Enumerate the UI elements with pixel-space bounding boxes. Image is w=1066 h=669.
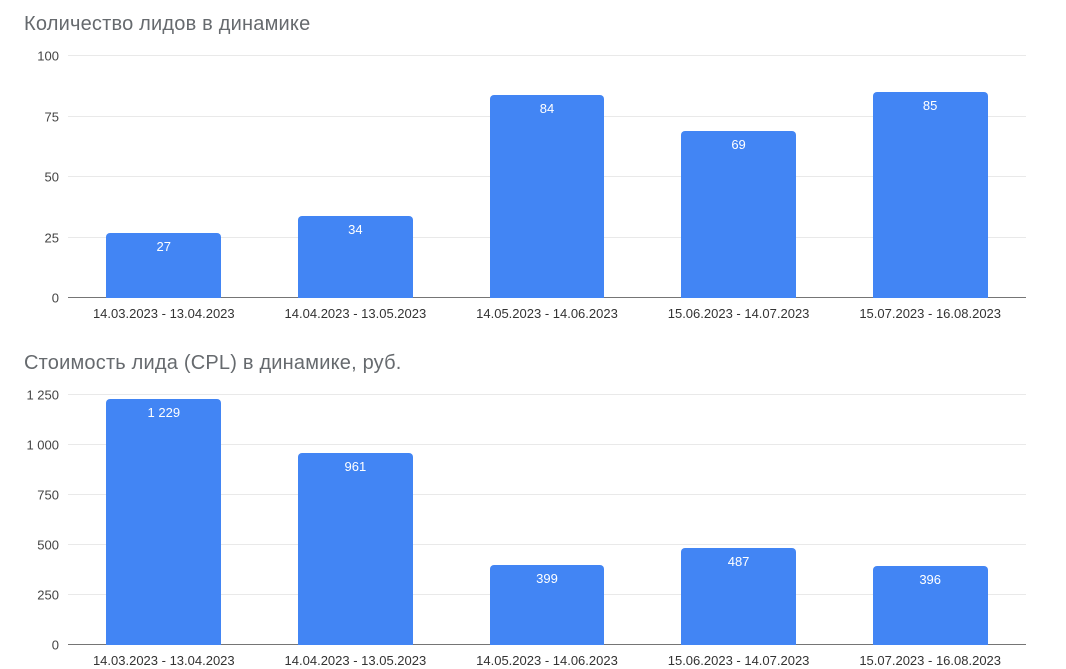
bar[interactable]: 396 [872, 565, 988, 645]
chart-title-cpl: Стоимость лида (CPL) в динамике, руб. [24, 352, 402, 374]
bar-value-label: 69 [731, 137, 746, 153]
bar-value-label: 1 229 [147, 405, 181, 421]
bar-band: 69 [643, 56, 835, 298]
bar-band: 1 229 [68, 395, 260, 645]
bar[interactable]: 1 229 [106, 399, 222, 645]
x-axis-category-label: 15.06.2023 - 14.07.2023 [667, 653, 810, 668]
y-axis-tick-label: 0 [51, 290, 59, 306]
bar-value-label: 396 [919, 571, 942, 587]
plot-area: 1 229 961 399 487 396 [68, 394, 1026, 645]
y-axis-tick-label: 500 [37, 537, 59, 553]
chart-section-leads: Количество лидов в динамике 0 25 50 75 100 27… [24, 12, 1026, 321]
bar-band: 34 [260, 56, 452, 298]
bar-value-label: 487 [727, 553, 750, 569]
y-axis: 0 250 500 750 1 000 1 250 [24, 389, 68, 652]
y-axis-tick-label: 50 [44, 169, 59, 185]
bar-value-label: 961 [344, 458, 367, 474]
chart-body: 0 25 50 75 100 27 34 84 69 85 [24, 50, 1026, 305]
cpl-bar-chart: 0 250 500 750 1 000 1 250 1 229 961 399 487 396 14.… [24, 389, 1026, 668]
bar-band: 85 [834, 56, 1026, 298]
x-axis-category-label: 15.06.2023 - 14.07.2023 [667, 306, 810, 321]
bar-band: 27 [68, 56, 260, 298]
x-axis-category-label: 15.07.2023 - 16.08.2023 [859, 306, 1002, 321]
x-axis-category-label: 14.03.2023 - 13.04.2023 [92, 653, 235, 668]
bar[interactable]: 84 [489, 94, 605, 298]
bar-value-label: 27 [156, 238, 172, 254]
chart-body: 0 250 500 750 1 000 1 250 1 229 961 399 487 396 [24, 389, 1026, 652]
bar-value-label: 399 [536, 571, 558, 587]
bar[interactable]: 399 [489, 565, 605, 645]
x-axis-category-label: 14.05.2023 - 14.06.2023 [476, 653, 618, 668]
x-axis-category-label: 14.04.2023 - 13.05.2023 [284, 653, 427, 668]
gridline [68, 494, 1026, 495]
x-axis: 14.03.2023 - 13.04.2023 14.04.2023 - 13.0… [68, 306, 1026, 321]
gridline [68, 544, 1026, 545]
bars-row: 27 34 84 69 85 [68, 56, 1026, 298]
chart-section-cpl: Стоимость лида (CPL) в динамике, руб. 0 2… [24, 351, 1026, 668]
x-axis-category-label: 14.03.2023 - 13.04.2023 [92, 306, 235, 321]
bar-value-label: 34 [348, 221, 363, 237]
x-axis-category-label: 15.07.2023 - 16.08.2023 [859, 653, 1002, 668]
bar-value-label: 85 [922, 98, 938, 114]
bar[interactable]: 487 [681, 547, 797, 645]
chart-title-leads: Количество лидов в динамике [24, 13, 311, 35]
leads-bar-chart: 0 25 50 75 100 27 34 84 69 85 14.03.2023 - 13.04.2… [24, 50, 1026, 321]
bar[interactable]: 69 [681, 131, 797, 298]
plot-area: 27 34 84 69 85 [68, 55, 1026, 298]
x-axis-category-label: 14.05.2023 - 14.06.2023 [476, 306, 618, 321]
gridline [68, 394, 1026, 395]
bar[interactable]: 27 [106, 232, 222, 298]
bar-band: 84 [451, 56, 643, 298]
bar-band: 399 [451, 395, 643, 645]
bar-band: 487 [643, 395, 835, 645]
bar-band: 961 [260, 395, 452, 645]
y-axis-tick-label: 100 [37, 48, 59, 64]
y-axis-tick-label: 25 [44, 230, 59, 245]
bar[interactable]: 85 [872, 92, 988, 298]
y-axis-tick-label: 0 [51, 637, 59, 653]
bars-row: 1 229 961 399 487 396 [68, 395, 1026, 645]
gridline [68, 444, 1026, 445]
y-axis-tick-label: 75 [44, 109, 59, 124]
y-axis-tick-label: 1 250 [26, 387, 59, 403]
bar[interactable]: 34 [297, 215, 413, 298]
y-axis-tick-label: 1 000 [26, 437, 59, 453]
y-axis-tick-label: 250 [37, 587, 59, 603]
gridline [68, 55, 1026, 56]
bar-band: 396 [834, 395, 1026, 645]
bar[interactable]: 961 [297, 452, 413, 645]
y-axis-tick-label: 750 [37, 487, 59, 503]
x-axis: 14.03.2023 - 13.04.2023 14.04.2023 - 13.0… [68, 653, 1026, 668]
y-axis: 0 25 50 75 100 [24, 50, 68, 305]
x-axis-category-label: 14.04.2023 - 13.05.2023 [284, 306, 427, 321]
bar-value-label: 84 [539, 100, 555, 116]
